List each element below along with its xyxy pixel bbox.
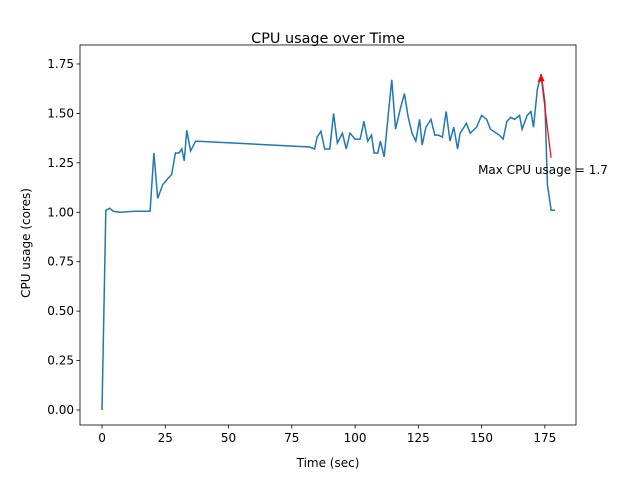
- chart-title: CPU usage over Time: [251, 31, 405, 47]
- y-axis-label: CPU usage (cores): [19, 188, 33, 298]
- x-tick-label: 0: [98, 431, 106, 445]
- x-tick-label: 175: [533, 431, 556, 445]
- y-tick-label: 1.00: [47, 205, 74, 219]
- y-tick-label: 0.75: [47, 255, 74, 269]
- annotation-arrowhead: [537, 73, 545, 82]
- annotation-text: Max CPU usage = 1.7: [478, 163, 608, 177]
- annotation-arrow: [540, 75, 552, 158]
- y-tick-label: 1.75: [47, 57, 74, 71]
- y-tick-label: 0.25: [47, 354, 74, 368]
- x-tick-label: 100: [344, 431, 367, 445]
- x-tick-label: 25: [158, 431, 173, 445]
- y-tick-label: 1.50: [47, 106, 74, 120]
- x-tick-label: 125: [407, 431, 430, 445]
- plot-frame: [79, 44, 577, 426]
- x-tick-label: 75: [284, 431, 299, 445]
- y-tick-label: 0.00: [47, 403, 74, 417]
- y-tick-label: 0.50: [47, 304, 74, 318]
- x-tick-label: 50: [221, 431, 236, 445]
- x-tick-label: 150: [470, 431, 493, 445]
- y-tick-label: 1.25: [47, 156, 74, 170]
- data-line: [101, 73, 555, 410]
- x-axis-label: Time (sec): [296, 456, 360, 470]
